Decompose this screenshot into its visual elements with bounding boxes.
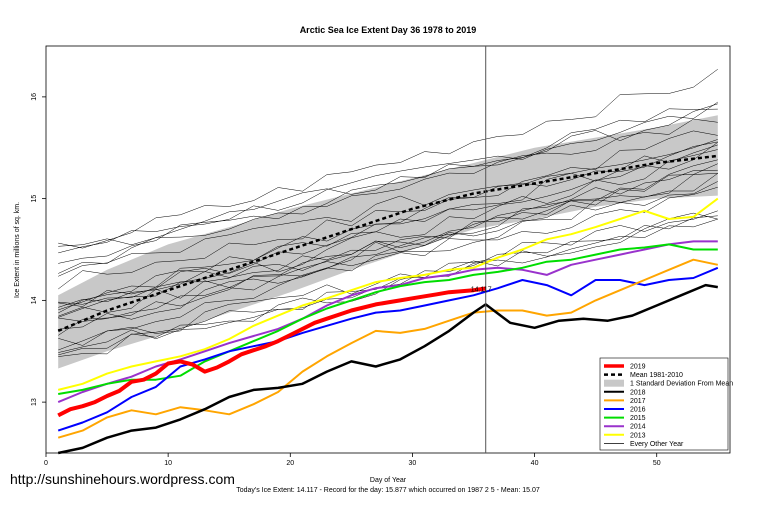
legend-item-2018-label: 2018 (630, 389, 646, 396)
legend-item-1-standard-deviation-from-mean-label: 1 Standard Deviation From Mean (630, 381, 733, 388)
other-year-line (58, 218, 718, 356)
other-year-line (58, 172, 718, 346)
chart-title: Arctic Sea Ice Extent Day 36 1978 to 201… (300, 25, 477, 35)
other-year-line (58, 149, 718, 318)
other-year-line (58, 210, 718, 351)
legend-item-2014-label: 2014 (630, 424, 646, 431)
other-year-line (58, 130, 718, 314)
other-year-line (58, 163, 718, 317)
series-line-2013 (57, 197, 719, 391)
other-year-line (58, 103, 718, 247)
series-lines (57, 154, 719, 455)
y-axis-label: Ice Extent in millions of sq. km. (14, 202, 21, 298)
legend-item-2019-label: 2019 (630, 364, 646, 371)
plot-frame (45, 45, 731, 454)
watermark-url: http://sunshinehours.wordpress.com (10, 471, 235, 487)
x-tick-label: 40 (531, 460, 539, 467)
y-tick-label: 16 (31, 93, 38, 101)
other-year-line (58, 101, 718, 254)
series-line-2016 (57, 266, 719, 432)
series-line-2017 (57, 258, 719, 439)
y-tick-label: 13 (31, 398, 38, 406)
axes: 0 10 20 30 40 50 13 14 15 16 (31, 93, 661, 467)
other-year-line (58, 139, 718, 277)
legend-item-every-other-year-label: Every Other Year (630, 441, 684, 448)
x-tick-label: 10 (164, 460, 172, 467)
current-value-label: 14.117 (471, 286, 492, 293)
x-tick-label: 50 (653, 460, 661, 467)
x-axis-label: Day of Year (370, 477, 407, 484)
other-year-line (58, 108, 718, 274)
other-year-line (58, 159, 718, 330)
legend-item-2017-label: 2017 (630, 398, 646, 405)
y-tick-label: 15 (31, 195, 38, 203)
series-line-mean-1981-2010 (57, 154, 718, 333)
legend-item-2016-label: 2016 (630, 407, 646, 414)
legend-item-mean-1981-2010-label: Mean 1981-2010 (630, 372, 683, 379)
other-year-line (58, 142, 718, 307)
legend-item-1-standard-deviation-from-mean-swatch (604, 379, 624, 387)
other-year-line (58, 141, 718, 290)
other-year-line (58, 68, 718, 249)
other-year-line (58, 144, 718, 311)
legend-item-2013-label: 2013 (630, 432, 646, 439)
x-tick-label: 0 (44, 460, 48, 467)
other-year-line (58, 118, 718, 264)
x-tick-label: 30 (409, 460, 417, 467)
other-year-line (58, 186, 718, 322)
summary-text: Today's Ice Extent: 14.117 - Record for … (236, 487, 540, 494)
other-year-line (58, 181, 718, 305)
x-tick-label: 20 (286, 460, 294, 467)
other-years-lines (58, 68, 718, 357)
other-year-line (58, 169, 718, 336)
series-line-2019 (57, 286, 486, 418)
legend-item-2015-label: 2015 (630, 415, 646, 422)
series-line-2018 (57, 283, 719, 455)
y-tick-label: 14 (31, 296, 38, 304)
